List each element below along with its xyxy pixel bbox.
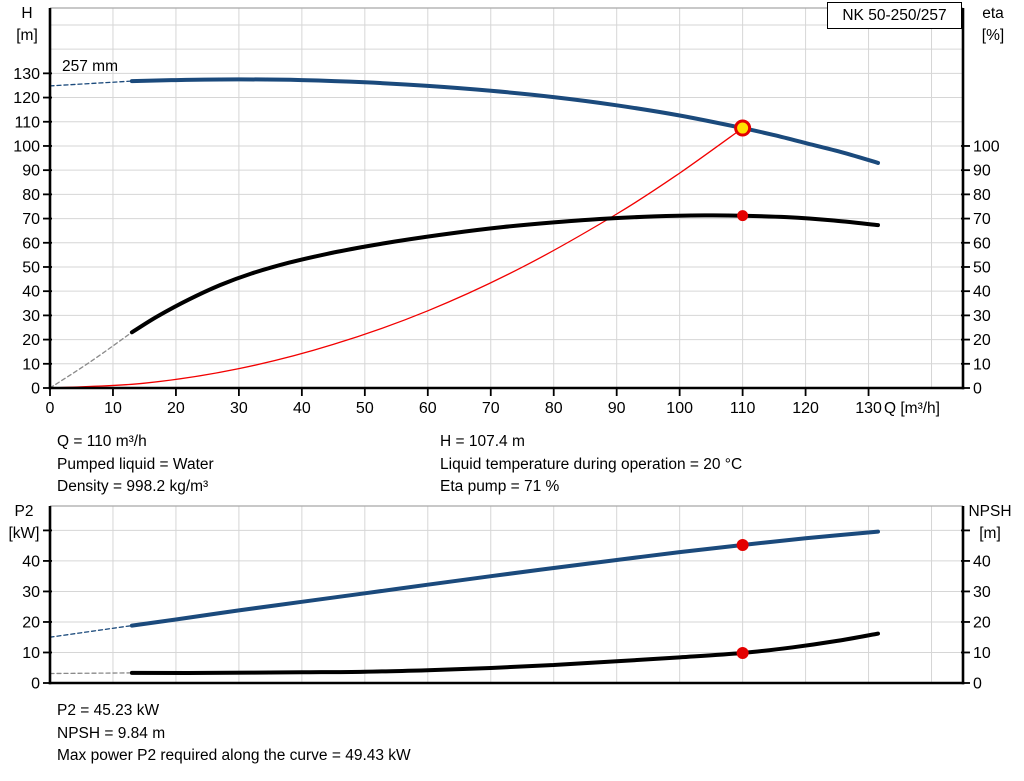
y-right-tick-label: 40 <box>973 284 991 301</box>
y-left-tick-label: 10 <box>22 645 40 662</box>
x-tick-label: 40 <box>293 400 311 417</box>
eta-axis-unit: [%] <box>981 27 1005 44</box>
y-right-tick-label: 40 <box>973 553 991 570</box>
y-right-tick-label: 100 <box>973 138 1000 155</box>
efficiency-curve-extrapolated-path <box>49 331 133 389</box>
y-left-tick-label: 120 <box>13 90 40 107</box>
duty-info-right: H = 107.4 m Liquid temperature during op… <box>440 431 742 499</box>
y-left-tick-label: 110 <box>14 114 40 131</box>
x-tick-label: 110 <box>730 400 756 417</box>
y-right-tick-label: 10 <box>973 645 991 662</box>
p2-duty-point[interactable] <box>736 538 749 551</box>
p2-npsh-chart: 0 10 20 30 40 0 10 20 30 40 <box>22 505 991 693</box>
efficiency-duty-point[interactable] <box>737 210 749 222</box>
y-left-tick-label: 40 <box>22 553 40 570</box>
x-tick-label: 0 <box>46 400 55 417</box>
y-left-tick-label: 20 <box>22 332 40 349</box>
npsh-axis-title: NPSH [m] <box>960 501 1020 545</box>
duty-liquid-temperature: Liquid temperature during operation = 20… <box>440 455 743 473</box>
y-left-tick-label: 60 <box>22 235 40 252</box>
y-left-tick-label: 10 <box>22 356 40 373</box>
duty-pumped-liquid: Pumped liquid = Water <box>57 455 214 473</box>
x-tick-label: 70 <box>482 400 500 417</box>
y-left-tick-label: 0 <box>31 381 40 398</box>
npsh-duty-point[interactable] <box>736 646 749 659</box>
x-tick-label: 50 <box>356 400 374 417</box>
y-right-tick-label: 30 <box>973 308 991 325</box>
y-right-tick-label: 50 <box>973 259 991 276</box>
x-tick-label: 100 <box>666 400 693 417</box>
x-tick-label: 80 <box>545 400 563 417</box>
duty-info-left: Q = 110 m³/h Pumped liquid = Water Densi… <box>57 431 214 499</box>
y-right-tick-label: 20 <box>973 332 991 349</box>
y-right-tick-label: 30 <box>973 584 991 601</box>
y-left-tick-label: 100 <box>13 138 40 155</box>
head-curve-path <box>129 77 880 165</box>
y-right-tick-label: 0 <box>973 676 982 693</box>
head-curve-extrapolated-path <box>49 80 133 87</box>
duty-point[interactable] <box>734 119 752 137</box>
result-npsh: NPSH = 9.84 m <box>57 724 166 742</box>
x-tick-label: 20 <box>167 400 185 417</box>
npsh-axis-unit: [m] <box>979 525 1001 542</box>
y-right-tick-label: 80 <box>973 187 991 204</box>
q-axis-unit-label: Q [m³/h] <box>884 400 940 417</box>
duty-head: H = 107.4 m <box>440 433 525 450</box>
p2-curve-path <box>129 529 880 628</box>
p2-axis-unit: [kW] <box>8 525 40 542</box>
y-right-tick-label: 10 <box>973 356 991 373</box>
y-left-tick-label: 70 <box>22 211 40 228</box>
npsh-curve-path <box>129 631 880 675</box>
x-tick-label: 130 <box>855 400 882 417</box>
hq-performance-chart: 0102030405060708090100110120130010203040… <box>13 7 1000 417</box>
y-left-tick-label: 80 <box>22 187 40 204</box>
npsh-curve-extrapolated-path <box>49 672 133 675</box>
y-left-tick-label: 40 <box>22 284 40 301</box>
y-right-tick-label: 0 <box>973 381 982 398</box>
efficiency-curve-path <box>129 213 880 335</box>
system-curve-path <box>49 127 744 389</box>
y-left-tick-label: 90 <box>22 163 40 180</box>
impeller-size-label: 257 mm <box>62 58 118 75</box>
x-tick-label: 120 <box>792 400 819 417</box>
p2-curve-extrapolated-path <box>49 624 133 638</box>
y-left-tick-label: 30 <box>22 584 40 601</box>
duty-flow: Q = 110 m³/h <box>57 433 147 450</box>
h-axis-unit: [m] <box>16 27 38 44</box>
x-tick-label: 30 <box>230 400 248 417</box>
y-right-tick-label: 20 <box>973 614 991 631</box>
eta-axis-label: eta <box>982 5 1004 22</box>
h-axis-title: H [m] <box>8 3 46 47</box>
x-tick-label: 60 <box>419 400 437 417</box>
x-tick-label: 10 <box>104 400 122 417</box>
y-left-tick-label: 50 <box>22 259 40 276</box>
result-p2: P2 = 45.23 kW <box>57 702 160 719</box>
y-right-tick-label: 90 <box>973 163 991 180</box>
y-left-tick-label: 30 <box>22 308 40 325</box>
y-right-tick-label: 70 <box>973 211 991 228</box>
y-right-tick-label: 60 <box>973 235 991 252</box>
npsh-axis-label: NPSH <box>968 503 1012 520</box>
result-info: P2 = 45.23 kW NPSH = 9.84 m Max power P2… <box>57 700 411 768</box>
x-tick-label: 90 <box>608 400 626 417</box>
duty-eta-pump: Eta pump = 71 % <box>440 478 560 496</box>
y-left-tick-label: 130 <box>13 66 40 83</box>
y-left-tick-label: 0 <box>31 676 40 693</box>
pump-name-box: NK 50-250/257 <box>827 2 962 29</box>
duty-density: Density = 998.2 kg/m³ <box>57 478 209 496</box>
eta-axis-title: eta [%] <box>972 3 1014 47</box>
p2-axis-label: P2 <box>14 503 34 520</box>
p2-axis-title: P2 [kW] <box>2 501 46 545</box>
result-max-power: Max power P2 required along the curve = … <box>57 747 411 765</box>
h-axis-label: H <box>21 5 33 22</box>
y-left-tick-label: 20 <box>22 614 40 631</box>
